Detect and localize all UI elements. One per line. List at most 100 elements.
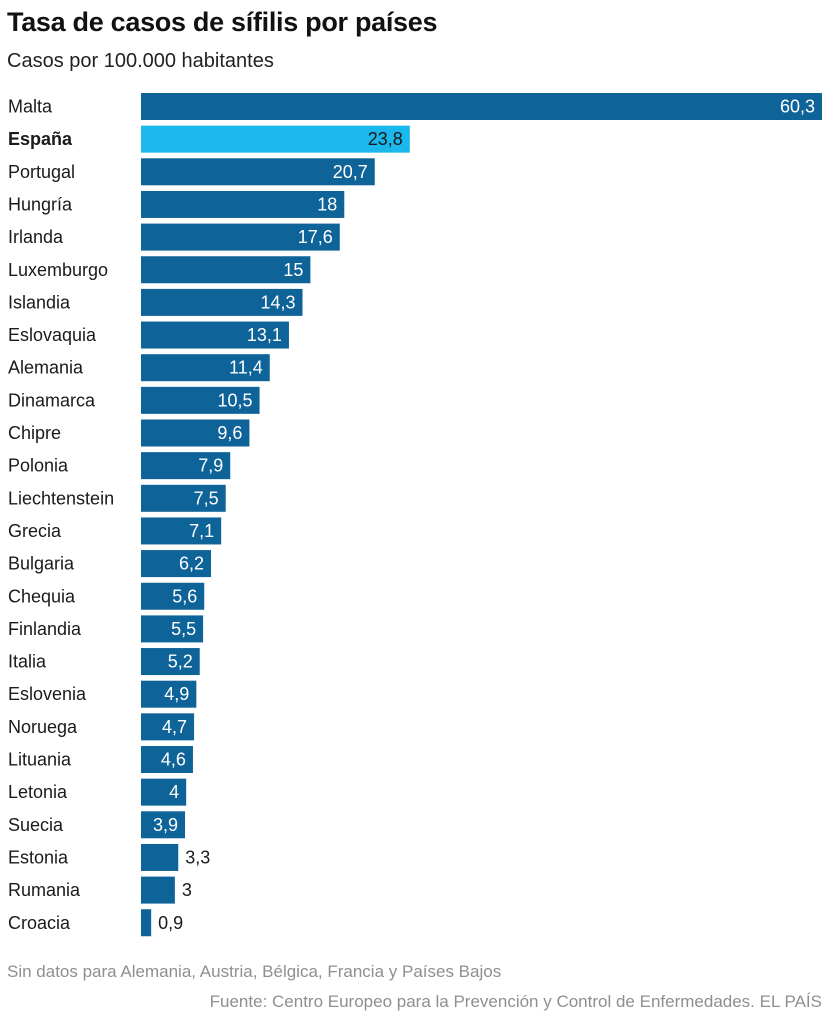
value-label: 10,5 — [218, 390, 253, 410]
bar — [141, 321, 289, 349]
category-label: Malta — [8, 97, 53, 117]
category-label: Chipre — [8, 423, 61, 443]
category-label: Letonia — [8, 782, 68, 802]
chart-title: Tasa de casos de sífilis por países — [7, 7, 438, 37]
value-label: 60,3 — [780, 97, 815, 117]
bar-row: Suecia 3,9 — [8, 811, 186, 839]
value-label: 5,6 — [172, 586, 197, 606]
category-label: Alemania — [8, 358, 84, 378]
bar — [141, 419, 250, 447]
bar — [141, 876, 175, 904]
value-label: 3 — [182, 880, 192, 900]
value-label: 13,1 — [247, 325, 282, 345]
bar-row: Chequia 5,6 — [8, 582, 205, 610]
bar-row: Hungría 18 — [8, 190, 345, 218]
value-label: 14,3 — [260, 292, 295, 312]
bar-highlight — [141, 125, 410, 153]
value-label: 0,9 — [158, 913, 183, 933]
bar-row: Polonia 7,9 — [8, 452, 231, 480]
category-label: Noruega — [8, 717, 78, 737]
value-label: 3,3 — [185, 847, 210, 867]
bar-row: Letonia 4 — [8, 778, 187, 806]
footnote: Sin datos para Alemania, Austria, Bélgic… — [7, 962, 502, 981]
category-label: Rumania — [8, 880, 81, 900]
category-label: Estonia — [8, 847, 69, 867]
bar-row: Bulgaria 6,2 — [8, 550, 212, 578]
category-label: Bulgaria — [8, 554, 75, 574]
bar — [141, 484, 226, 512]
value-label: 18 — [317, 194, 337, 214]
value-label: 20,7 — [333, 162, 368, 182]
category-label: Liechtenstein — [8, 488, 114, 508]
category-label: Hungría — [8, 194, 73, 214]
value-label: 4,6 — [161, 750, 186, 770]
bar-row: Italia 5,2 — [8, 648, 200, 676]
bar-row: Lituania 4,6 — [8, 746, 193, 773]
category-label: Islandia — [8, 292, 71, 312]
value-label: 5,2 — [168, 652, 193, 672]
bar-row: Eslovenia 4,9 — [8, 680, 197, 708]
category-label: Polonia — [8, 456, 69, 476]
value-label: 4,9 — [164, 684, 189, 704]
value-label: 5,5 — [171, 619, 196, 639]
bar-row: Chipre 9,6 — [8, 419, 250, 447]
bar — [141, 778, 187, 806]
category-label: Chequia — [8, 586, 76, 606]
bar-row: Portugal 20,7 — [8, 158, 375, 186]
bar — [141, 843, 179, 871]
bar — [141, 648, 200, 676]
bar-row: Rumania 3 — [8, 876, 192, 904]
bar — [141, 811, 186, 839]
category-label: Portugal — [8, 162, 75, 182]
bar — [141, 909, 152, 937]
value-label: 4 — [169, 782, 179, 802]
bar — [141, 354, 270, 382]
bar-row: Estonia 3,3 — [8, 843, 210, 871]
category-label: Luxemburgo — [8, 260, 108, 280]
category-label: España — [8, 129, 73, 149]
bar — [141, 223, 340, 251]
bar — [141, 256, 311, 284]
category-label: Lituania — [8, 750, 72, 770]
bar-row: Irlanda 17,6 — [8, 223, 340, 251]
bar — [141, 517, 222, 545]
bar-row: Luxemburgo 15 — [8, 256, 311, 284]
bar — [141, 93, 822, 120]
value-label: 17,6 — [298, 227, 333, 247]
bar — [141, 713, 195, 741]
chart-subtitle: Casos por 100.000 habitantes — [7, 50, 274, 72]
category-label: Suecia — [8, 815, 64, 835]
bar — [141, 386, 260, 414]
bar — [141, 288, 303, 316]
category-label: Croacia — [8, 913, 71, 933]
value-label: 23,8 — [368, 129, 403, 149]
bar-row: Islandia 14,3 — [8, 288, 303, 316]
category-label: Irlanda — [8, 227, 64, 247]
category-label: Finlandia — [8, 619, 82, 639]
value-label: 3,9 — [153, 815, 178, 835]
bar-row: Liechtenstein 7,5 — [8, 484, 226, 512]
bar — [141, 582, 205, 610]
bar-row: Noruega 4,7 — [8, 713, 195, 741]
value-label: 4,7 — [162, 717, 187, 737]
bar-row: Grecia 7,1 — [8, 517, 222, 545]
bar — [141, 615, 204, 643]
bar-chart: Malta 60,3 España 23,8 Portugal 20,7 Hungría 18… — [8, 93, 822, 937]
bar — [141, 550, 212, 578]
bar-row: Eslovaquia 13,1 — [8, 321, 289, 349]
value-label: 7,9 — [198, 456, 223, 476]
source-credit: Fuente: Centro Europeo para la Prevenció… — [209, 992, 822, 1011]
bar-row: España 23,8 — [8, 125, 410, 153]
category-label: Grecia — [8, 521, 62, 541]
value-label: 15 — [283, 260, 303, 280]
bar-row: Croacia 0,9 — [8, 909, 183, 937]
bar-row: Finlandia 5,5 — [8, 615, 204, 643]
category-label: Eslovenia — [8, 684, 87, 704]
bar — [141, 746, 193, 773]
bar-row: Malta 60,3 — [8, 93, 822, 120]
category-label: Italia — [8, 652, 47, 672]
value-label: 7,1 — [189, 521, 214, 541]
bar — [141, 680, 197, 708]
bar — [141, 190, 345, 218]
bar — [141, 452, 231, 480]
